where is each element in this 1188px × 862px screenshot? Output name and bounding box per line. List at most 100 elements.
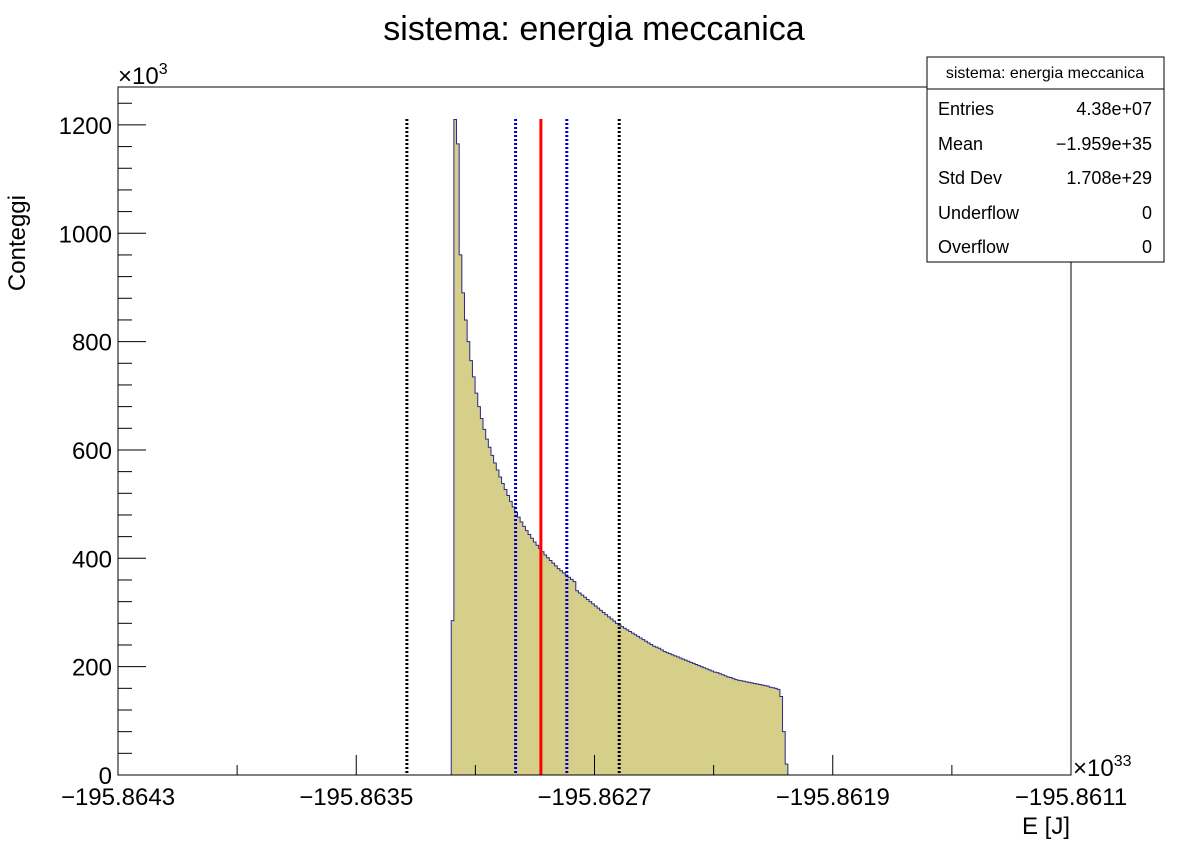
x-multiplier-base: ×10 xyxy=(1073,755,1114,782)
histogram-bin xyxy=(562,572,566,775)
histogram-bin xyxy=(689,662,693,775)
y-multiplier: ×103 xyxy=(118,61,168,90)
histogram-bin xyxy=(530,538,534,775)
histogram-bin xyxy=(777,689,781,775)
histogram-bin xyxy=(602,612,606,775)
histogram-bin xyxy=(589,601,593,775)
histogram-bin xyxy=(657,648,662,775)
stats-label-mean: Mean xyxy=(938,134,983,154)
histogram-bin xyxy=(591,603,595,775)
histogram-bin xyxy=(718,673,722,775)
histogram-bin xyxy=(610,618,614,775)
histogram-bin xyxy=(771,687,775,775)
histogram-bin xyxy=(559,570,563,775)
histogram-bin xyxy=(642,639,646,775)
histogram-bin xyxy=(700,666,704,775)
histogram-bin xyxy=(578,592,582,775)
y-tick-label: 600 xyxy=(72,438,112,465)
x-tick-label: −195.8611 xyxy=(1015,784,1127,811)
histogram-bin xyxy=(604,614,609,775)
y-tick-label: 400 xyxy=(72,546,112,573)
histogram-bin xyxy=(549,560,553,775)
histogram-bin xyxy=(575,590,579,775)
histogram-bin xyxy=(501,483,505,775)
histogram-bin xyxy=(628,631,632,775)
histogram-bin xyxy=(753,683,757,775)
x-multiplier-exponent: 33 xyxy=(1114,753,1132,770)
histogram-bin xyxy=(467,341,471,775)
histogram-bin xyxy=(724,675,728,775)
histogram-bin xyxy=(475,393,479,775)
histogram-bin xyxy=(671,654,675,775)
histogram-bin xyxy=(750,682,754,775)
x-axis-label: E [J] xyxy=(1022,813,1070,840)
stats-box-title: sistema: energia meccanica xyxy=(946,65,1144,82)
x-tick-label: −195.8627 xyxy=(537,784,651,811)
histogram-bin xyxy=(586,599,590,775)
histogram-bin xyxy=(650,644,654,775)
histogram-bin xyxy=(726,676,730,775)
histogram-bin xyxy=(528,534,532,775)
histogram-bin xyxy=(761,685,765,775)
histogram-bin xyxy=(663,651,667,775)
histogram-bin xyxy=(716,672,720,775)
histogram-bin xyxy=(612,621,616,775)
y-axis-label: Conteggi xyxy=(4,195,31,291)
histogram-bin xyxy=(594,605,598,775)
histogram-bin xyxy=(763,685,768,775)
histogram-bin xyxy=(533,542,537,775)
y-axis: 0 200 400 600 800 1000 1200 xyxy=(59,102,146,790)
stats-value-underflow: 0 xyxy=(1142,203,1152,223)
histogram-bin xyxy=(679,657,683,775)
histogram-bin xyxy=(607,616,611,775)
y-tick-label: 800 xyxy=(72,330,112,357)
histogram-bin xyxy=(734,679,738,775)
histogram-bin xyxy=(681,659,685,775)
histogram-bin xyxy=(551,563,555,775)
histogram-bin xyxy=(732,678,736,775)
histogram-bin xyxy=(543,555,548,775)
histogram-bin xyxy=(745,681,749,775)
histogram-bin xyxy=(782,731,786,775)
histogram-bin xyxy=(676,656,680,775)
histogram-bin xyxy=(639,637,643,775)
histogram-bin xyxy=(620,626,624,775)
histogram-bin xyxy=(522,526,526,775)
histogram-bin xyxy=(583,597,587,775)
histogram-bin xyxy=(469,360,473,775)
histogram-bin xyxy=(461,292,465,775)
x-tick-label: −195.8619 xyxy=(776,784,890,811)
histogram-bin xyxy=(512,506,516,775)
histogram-bin xyxy=(655,647,659,775)
histogram-bin xyxy=(490,455,495,775)
stats-box: sistema: energia meccanica Entries 4.38e… xyxy=(926,56,1165,263)
histogram-bin xyxy=(774,688,778,775)
histogram-bin xyxy=(597,608,601,775)
histogram-bin xyxy=(684,660,688,775)
x-axis: −195.8643 −195.8635 −195.8627 −195.8619 −195… xyxy=(61,755,1127,811)
histogram-bin xyxy=(483,429,487,775)
histogram-bin xyxy=(692,663,696,775)
y-tick-label: 1000 xyxy=(59,221,112,248)
x-multiplier: ×1033 xyxy=(1073,753,1132,782)
stats-label-underflow: Underflow xyxy=(938,203,1020,223)
histogram-bin xyxy=(488,447,492,775)
histogram-bin xyxy=(456,143,460,775)
histogram-bin xyxy=(697,665,701,775)
histogram-bin xyxy=(631,633,635,775)
histogram-bin xyxy=(748,682,752,775)
histogram-bin xyxy=(517,517,521,775)
histogram-bin xyxy=(740,680,744,775)
histogram-bin xyxy=(742,681,746,775)
stats-value-overflow: 0 xyxy=(1142,237,1152,257)
stats-label-entries: Entries xyxy=(938,99,994,119)
histogram-bin xyxy=(766,686,770,775)
histogram-bin xyxy=(634,634,638,775)
histogram-bin xyxy=(546,557,550,775)
histogram-bin xyxy=(477,406,481,775)
y-multiplier-base: ×10 xyxy=(118,63,159,90)
histogram-bin xyxy=(647,642,651,775)
histogram-bin xyxy=(599,610,603,775)
marker-lines xyxy=(405,119,621,775)
